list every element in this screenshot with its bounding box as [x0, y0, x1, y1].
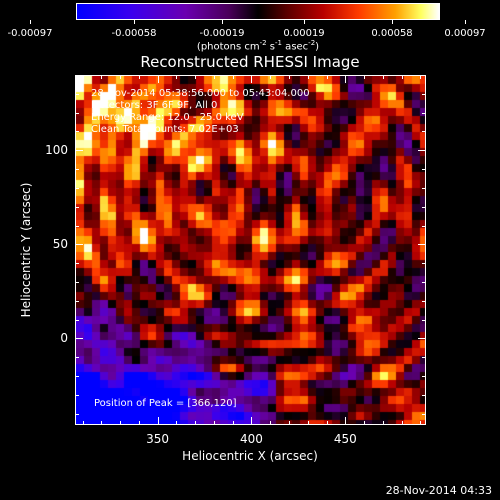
y-tick-label: 100	[45, 143, 68, 158]
colorbar-tick-label: 0.00019	[283, 28, 325, 39]
y-tick-label: 0	[60, 331, 68, 346]
annotation-detectors: Detectors: 3F 6F 9F, All 0	[91, 100, 218, 111]
heatmap-canvas	[76, 76, 425, 424]
colorbar-tick-label: -0.00019	[199, 28, 245, 39]
annotation-energy-range: Energy Range: 12.0 - 25.0 keV	[91, 112, 244, 123]
y-tick-mark	[76, 338, 83, 340]
x-tick-label: 450	[333, 432, 357, 446]
annotation-total-counts: Clean Total counts: 7.02E+03	[91, 124, 239, 135]
y-tick-mark	[418, 244, 425, 246]
x-tick-label: 350	[146, 432, 170, 446]
colorbar-tick-label: 0.00058	[371, 28, 413, 39]
y-tick-label: 50	[52, 237, 68, 252]
annotation-time-range: 28-Nov-2014 05:38:56.000 to 05:43:04.000	[91, 88, 310, 99]
y-tick-mark	[76, 244, 83, 246]
y-tick-mark	[76, 150, 83, 152]
annotation-peak-position: Position of Peak = [366,120]	[94, 398, 237, 409]
x-tick-label: 400	[239, 432, 263, 446]
colorbar-tick-label: -0.00058	[111, 28, 157, 39]
colorbar-tick-label: -0.00097	[7, 28, 53, 39]
colorbar	[76, 3, 440, 20]
colorbar-tick-label: 0.00097	[444, 28, 486, 39]
x-tick-mark	[345, 76, 347, 83]
x-tick-mark	[157, 417, 159, 424]
x-tick-mark	[251, 76, 253, 83]
y-tick-mark	[418, 150, 425, 152]
y-axis-label: Heliocentric Y (arcsec)	[19, 182, 33, 318]
x-axis-label: Heliocentric X (arcsec)	[182, 449, 318, 463]
x-tick-mark	[345, 417, 347, 424]
footer-timestamp: 28-Nov-2014 04:33	[385, 484, 492, 497]
x-tick-mark	[251, 417, 253, 424]
heatmap-plot-area: 28-Nov-2014 05:38:56.000 to 05:43:04.000…	[75, 75, 426, 425]
colorbar-units: (photons cm-2 s-1 asec-2)	[196, 39, 320, 53]
x-tick-mark	[157, 76, 159, 83]
chart-title: Reconstructed RHESSI Image	[140, 53, 360, 71]
y-tick-mark	[418, 338, 425, 340]
